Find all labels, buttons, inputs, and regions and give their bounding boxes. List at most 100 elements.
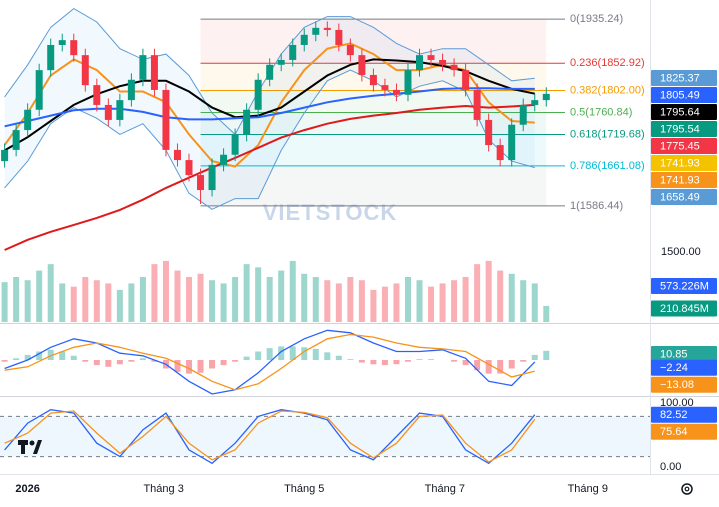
value-label-box <box>651 278 717 294</box>
fib-zone <box>200 112 547 135</box>
candle-body <box>346 44 354 56</box>
volume-bar <box>93 280 100 322</box>
candle-body <box>116 100 124 120</box>
volume-bar <box>301 273 308 322</box>
indicator-line <box>4 103 535 251</box>
volume-bar <box>1 282 8 322</box>
fib-label: 0.618(1719.68) <box>570 128 645 140</box>
x-tick-label: 2026 <box>15 483 39 495</box>
volume-bar <box>393 283 400 322</box>
volume-bar <box>151 264 158 322</box>
candle-body <box>519 104 527 125</box>
volume-bar <box>139 277 146 322</box>
value-label: 1741.93 <box>660 174 700 186</box>
candle-body <box>35 70 43 110</box>
macd-bar <box>13 358 20 360</box>
macd-line <box>4 333 535 391</box>
candle-body <box>335 29 343 45</box>
candle-body <box>93 85 101 105</box>
macd-bar <box>289 346 296 360</box>
value-label-box <box>651 188 717 205</box>
volume-bar <box>266 277 273 322</box>
stoch-line <box>4 409 536 465</box>
volume-bar <box>520 280 527 322</box>
indicator-line <box>4 87 535 128</box>
candle-body <box>162 89 170 150</box>
bollinger-fill <box>4 8 535 210</box>
macd-bar <box>47 349 54 360</box>
volume-bar <box>462 277 469 322</box>
x-tick-label: Tháng 5 <box>284 483 324 495</box>
macd-line <box>4 329 536 395</box>
macd-bar <box>1 360 8 362</box>
volume-bar <box>232 277 239 322</box>
volume-bar <box>13 277 20 322</box>
volume-bar <box>451 280 458 322</box>
volume-bar <box>474 264 481 322</box>
candle-body <box>358 55 366 75</box>
x-tick-label: Tháng 9 <box>568 483 608 495</box>
macd-bar <box>312 348 319 360</box>
macd-bar <box>128 360 135 362</box>
macd-bar <box>508 360 515 369</box>
volume-bar <box>485 260 492 322</box>
volume-bar <box>358 280 365 322</box>
macd-bar <box>174 360 181 372</box>
value-label: 1795.64 <box>660 106 700 118</box>
volume-bar <box>255 267 262 322</box>
value-label: 573.226M <box>660 280 709 292</box>
volume-bar <box>278 270 285 322</box>
macd-bar <box>462 360 469 366</box>
macd-bar <box>209 360 216 369</box>
macd-bar <box>116 360 123 365</box>
value-label-box <box>651 346 717 362</box>
candle-body <box>173 149 181 161</box>
value-label: −2.24 <box>660 362 688 374</box>
volume-bar <box>220 283 227 322</box>
macd-bar <box>186 360 193 374</box>
fib-label: 0(1935.24) <box>570 13 623 25</box>
candle-body <box>231 134 239 155</box>
volume-bar <box>381 286 388 322</box>
volume-bar <box>416 280 423 322</box>
volume-bar <box>508 273 515 322</box>
value-label: −13.08 <box>660 379 694 391</box>
volume-bar <box>82 277 89 322</box>
candle-body <box>542 93 550 101</box>
fib-label: 0.786(1661.08) <box>570 160 645 172</box>
volume-bar <box>70 286 77 322</box>
macd-bar <box>324 352 331 360</box>
macd-bar <box>347 359 354 360</box>
settings-icon[interactable] <box>681 483 693 495</box>
volume-bar <box>174 270 181 322</box>
value-label-box <box>651 154 717 171</box>
value-label: 10.85 <box>660 348 688 360</box>
macd-bar <box>278 346 285 360</box>
volume-bar <box>531 283 538 322</box>
volume-bar <box>497 270 504 322</box>
fib-label: 0.236(1852.92) <box>570 57 645 69</box>
candle-body <box>58 40 66 45</box>
volume-bar <box>243 264 250 322</box>
candle-body <box>531 100 539 105</box>
macd-bar <box>301 347 308 360</box>
macd-bar <box>381 360 388 366</box>
value-label: 1805.49 <box>660 89 700 101</box>
x-tick-label: Tháng 7 <box>425 483 465 495</box>
fib-zone <box>200 19 547 64</box>
value-label: 1795.54 <box>660 123 700 135</box>
macd-bar <box>416 359 423 360</box>
volume-bar <box>116 289 123 322</box>
candle-body <box>277 59 285 65</box>
volume-bar <box>289 260 296 322</box>
y-tick-label: 1500.00 <box>661 246 701 258</box>
value-label: 75.64 <box>660 426 688 438</box>
macd-bar <box>335 355 342 360</box>
candle-body <box>462 70 470 90</box>
macd-bar <box>358 360 365 363</box>
macd-bar <box>93 360 100 366</box>
candle-body <box>496 145 504 161</box>
value-label-box <box>651 103 717 120</box>
indicator-line <box>4 69 535 210</box>
